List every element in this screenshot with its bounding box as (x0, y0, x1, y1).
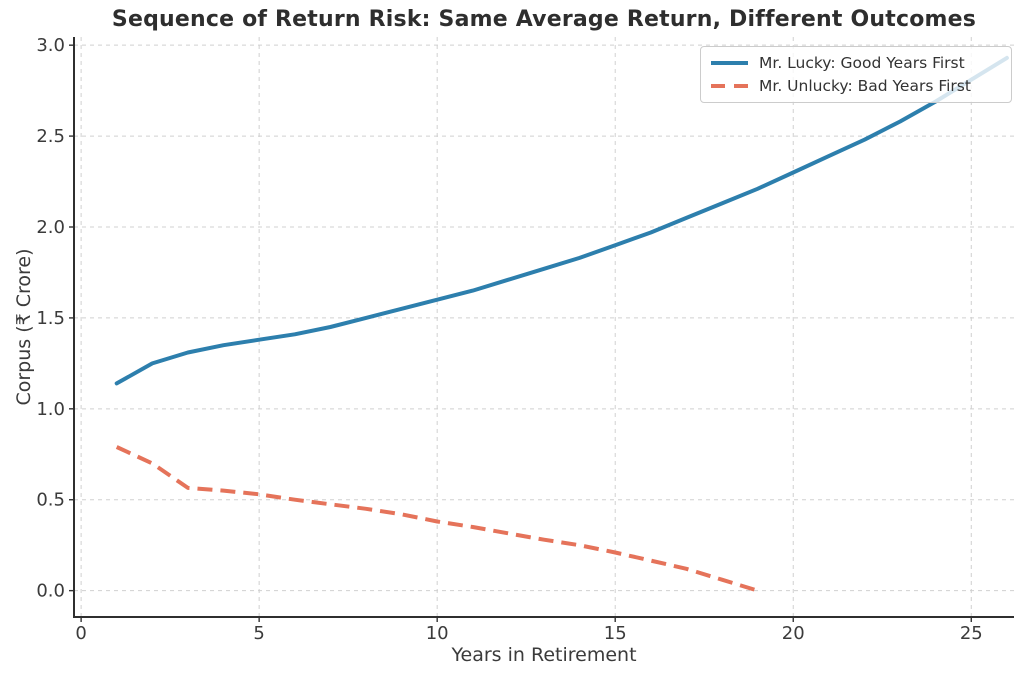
legend-item-lucky: Mr. Lucky: Good Years First (711, 52, 1001, 75)
lucky-line (114, 55, 1009, 386)
y-tick-label: 3.0 (36, 35, 65, 56)
y-axis-label: Corpus (₹ Crore) (13, 248, 35, 406)
legend-label-lucky: Mr. Lucky: Good Years First (759, 54, 965, 73)
y-tick-label: 1.5 (36, 308, 65, 329)
y-tick-label: 0.0 (36, 581, 65, 602)
x-axis-label: Years in Retirement (451, 644, 637, 666)
unlucky-line (115, 445, 759, 593)
x-tick-label: 5 (253, 623, 264, 644)
legend: Mr. Lucky: Good Years First Mr. Unlucky:… (700, 46, 1012, 103)
legend-item-unlucky: Mr. Unlucky: Bad Years First (711, 75, 1001, 98)
x-tick-label: 0 (75, 623, 86, 644)
x-tick-label: 10 (426, 623, 449, 644)
y-tick-label: 2.5 (36, 126, 65, 147)
y-tick-label: 1.0 (36, 399, 65, 420)
x-tick-label: 25 (960, 623, 983, 644)
legend-label-unlucky: Mr. Unlucky: Bad Years First (759, 76, 971, 95)
x-tick-label: 20 (782, 623, 805, 644)
chart-title: Sequence of Return Risk: Same Average Re… (111, 7, 977, 32)
x-tick-label: 15 (604, 623, 627, 644)
y-tick-label: 0.5 (36, 490, 65, 511)
y-tick-label: 2.0 (36, 217, 65, 238)
unlucky-line-swatch (711, 83, 748, 88)
lucky-line-swatch (711, 61, 748, 66)
